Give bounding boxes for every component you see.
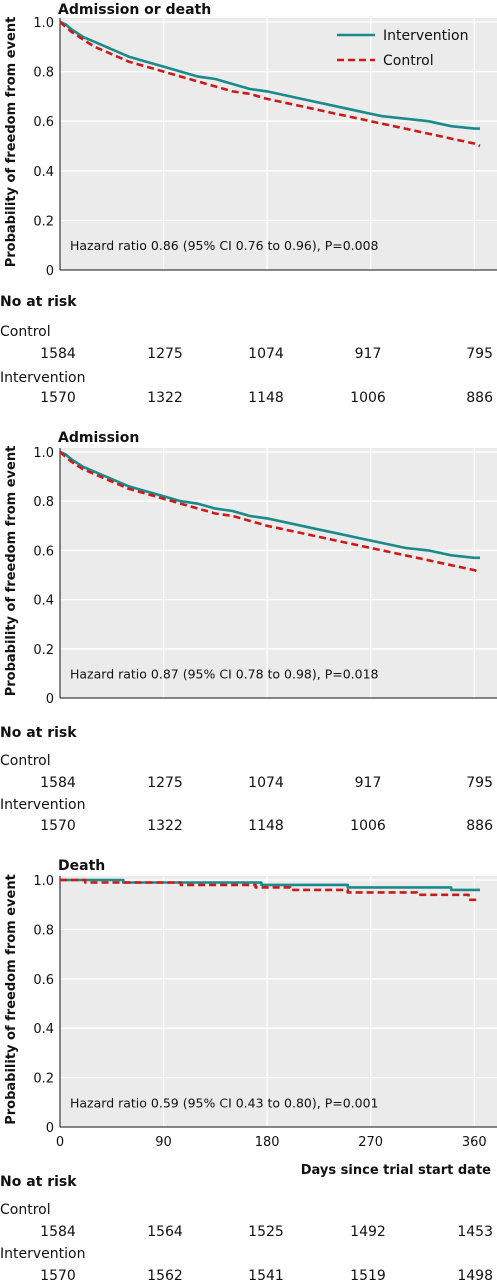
chart-title: Admission	[58, 430, 139, 446]
legend-label-intervention: Intervention	[383, 28, 468, 44]
at-risk-count: 795	[466, 346, 493, 362]
series-line-control	[60, 878, 480, 902]
at-risk-count: 886	[466, 818, 493, 834]
y-tick-label: 0	[46, 264, 54, 279]
y-tick-label: 1.0	[33, 446, 54, 461]
y-axis-label: Probability of freedom from event	[4, 17, 19, 268]
y-tick-label: 0.4	[33, 594, 54, 609]
at-risk-count: 1275	[147, 346, 183, 362]
at-risk-count: 1275	[147, 775, 183, 791]
hazard-ratio-annotation: Hazard ratio 0.59 (95% CI 0.43 to 0.80),…	[70, 1095, 379, 1110]
at-risk-count: 1322	[147, 390, 183, 406]
at-risk-count: 1492	[350, 1224, 386, 1240]
x-tick-label: 360	[462, 1135, 487, 1150]
y-tick-label: 0.8	[33, 66, 54, 81]
at-risk-count: 1148	[248, 818, 284, 834]
hazard-ratio-annotation: Hazard ratio 0.86 (95% CI 0.76 to 0.96),…	[70, 238, 379, 253]
plot-background	[60, 18, 497, 270]
y-axis-label: Probability of freedom from event	[4, 874, 19, 1125]
at-risk-count: 917	[355, 346, 382, 362]
y-tick-label: 0.2	[33, 214, 54, 229]
y-tick-label: 0.4	[33, 165, 54, 180]
at-risk-count: 1498	[457, 1268, 493, 1280]
at-risk-count: 1541	[248, 1268, 284, 1280]
at-risk-count: 1006	[350, 818, 386, 834]
y-tick-label: 0	[46, 692, 54, 707]
at-risk-heading: No at risk	[0, 1174, 77, 1190]
at-risk-group-label: Control	[0, 324, 51, 340]
y-tick-label: 0.2	[33, 643, 54, 658]
at-risk-count: 1570	[40, 390, 76, 406]
at-risk-count: 1564	[147, 1224, 183, 1240]
x-tick-label: 180	[255, 1135, 280, 1150]
at-risk-count: 1453	[457, 1224, 493, 1240]
y-axis-label: Probability of freedom from event	[4, 446, 19, 697]
at-risk-count: 886	[466, 390, 493, 406]
chart-title: Admission or death	[58, 2, 211, 18]
legend: Intervention Control	[337, 28, 468, 69]
chart-title: Death	[58, 858, 105, 874]
y-tick-label: 0	[46, 1121, 54, 1136]
at-risk-count: 1570	[40, 818, 76, 834]
y-tick-label: 0.4	[33, 1022, 54, 1037]
series-line-control	[59, 451, 481, 574]
y-tick-label: 0.2	[33, 1072, 54, 1087]
y-tick-label: 0.6	[33, 973, 54, 988]
at-risk-table: No at risk Control 1584 1564 1525 1492 1453 Int…	[0, 1174, 493, 1280]
at-risk-count: 795	[466, 775, 493, 791]
y-tick-label: 1.0	[33, 16, 54, 31]
y-tick-label: 0.6	[33, 115, 54, 130]
x-tick-label: 90	[155, 1135, 172, 1150]
at-risk-count: 1074	[248, 346, 284, 362]
y-tick-label: 0.8	[33, 495, 54, 510]
at-risk-table: No at risk Control 1584 1275 1074 917 795 Inter…	[0, 725, 493, 834]
legend-label-control: Control	[383, 53, 434, 69]
at-risk-count: 1322	[147, 818, 183, 834]
at-risk-count: 1584	[40, 1224, 76, 1240]
chart-panel-2: 0 0.2 0.4 0.6 0.8 1.0 Probability of freedom f…	[0, 430, 497, 834]
at-risk-count: 1519	[350, 1268, 386, 1280]
at-risk-count: 917	[355, 775, 382, 791]
at-risk-heading: No at risk	[0, 294, 77, 310]
at-risk-table: No at risk Control 1584 1275 1074 917 795 Inter…	[0, 294, 493, 406]
at-risk-count: 1584	[40, 775, 76, 791]
at-risk-count: 1562	[147, 1268, 183, 1280]
chart-panel-3: 0 0.2 0.4 0.6 0.8 1.0 0 90 180 270 360 Days since t…	[0, 858, 497, 1280]
x-axis-label: Days since trial start date	[301, 1163, 491, 1178]
at-risk-count: 1584	[40, 346, 76, 362]
at-risk-count: 1006	[350, 390, 386, 406]
at-risk-heading: No at risk	[0, 725, 77, 741]
series-line-intervention	[59, 20, 480, 130]
series-line-intervention	[59, 450, 480, 560]
at-risk-group-label: Intervention	[0, 1246, 85, 1262]
x-tick-label: 270	[358, 1135, 383, 1150]
at-risk-count: 1148	[248, 390, 284, 406]
y-tick-label: 0.8	[33, 923, 54, 938]
y-tick-label: 1.0	[33, 874, 54, 889]
at-risk-group-label: Intervention	[0, 797, 85, 813]
at-risk-count: 1570	[40, 1268, 76, 1280]
at-risk-group-label: Intervention	[0, 370, 85, 386]
hazard-ratio-annotation: Hazard ratio 0.87 (95% CI 0.78 to 0.98),…	[70, 666, 379, 681]
series-line-intervention	[60, 878, 480, 892]
y-tick-label: 0.6	[33, 544, 54, 559]
at-risk-count: 1525	[248, 1224, 284, 1240]
x-tick-label: 0	[56, 1135, 64, 1150]
at-risk-group-label: Control	[0, 1202, 51, 1218]
series-line-control	[59, 21, 481, 148]
chart-panel-1: 0 0.2 0.4 0.6 0.8 1.0 Probability of freedom f…	[0, 2, 497, 406]
at-risk-group-label: Control	[0, 753, 51, 769]
plot-background	[60, 876, 497, 1127]
at-risk-count: 1074	[248, 775, 284, 791]
